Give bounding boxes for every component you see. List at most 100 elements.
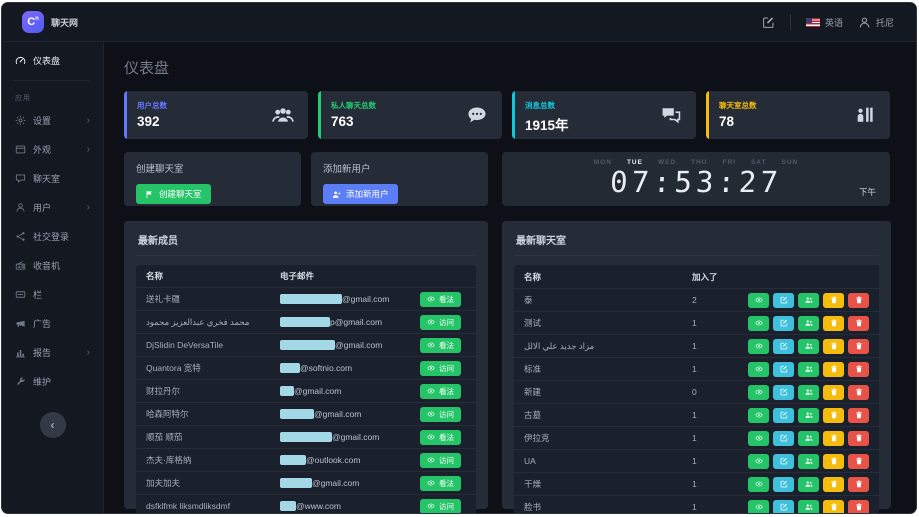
sidebar-item-聊天室[interactable]: 聊天室 [2, 164, 103, 193]
edit-button[interactable] [773, 453, 794, 469]
email-suffix: @gmail.com [332, 432, 380, 442]
sidebar-item-仪表盘[interactable]: 仪表盘 [2, 46, 103, 75]
delete-button[interactable] [848, 430, 869, 446]
member-actions: 看法 [410, 383, 476, 399]
delete-button[interactable] [848, 453, 869, 469]
edit-icon [780, 503, 788, 511]
clear-button[interactable] [823, 315, 844, 331]
language-selector[interactable]: 英语 [805, 16, 843, 29]
room-joined-count: 1 [692, 433, 697, 443]
sidebar-item-维护[interactable]: 维护 [2, 367, 103, 396]
share-icon [15, 231, 26, 242]
delete-button[interactable] [848, 338, 869, 354]
clock-day-THU: THU [691, 159, 708, 166]
edit-button[interactable] [773, 315, 794, 331]
redacted-email-bar [280, 432, 332, 442]
sidebar-collapse-button[interactable]: ‹ [39, 412, 66, 438]
clear-button[interactable] [823, 499, 844, 513]
view-button[interactable]: 访问 [420, 406, 461, 422]
view-button[interactable] [748, 292, 769, 308]
view-button[interactable]: 访问 [420, 452, 461, 468]
view-button[interactable] [748, 361, 769, 377]
trash-icon [830, 411, 838, 419]
sidebar-item-栏[interactable]: 栏 [2, 280, 103, 309]
members-button[interactable] [798, 453, 819, 469]
edit-button[interactable] [773, 476, 794, 492]
view-button[interactable] [748, 476, 769, 492]
delete-button[interactable] [848, 499, 869, 513]
members-button[interactable] [798, 292, 819, 308]
view-button[interactable]: 访问 [420, 360, 461, 376]
members-button[interactable] [798, 315, 819, 331]
latest-members-card: 最新成员 名称 电子邮件 送礼卡疆 @gmail.com 看法 محمد فخري ع… [124, 221, 488, 513]
view-button[interactable] [748, 338, 769, 354]
view-button[interactable]: 看法 [420, 337, 461, 353]
brand[interactable]: C n 聊天网 [2, 3, 104, 41]
edit-button[interactable] [773, 499, 794, 513]
view-button[interactable]: 访问 [420, 314, 461, 330]
compose-icon[interactable] [762, 16, 775, 29]
add-user-button[interactable]: 添加新用户 [323, 184, 398, 204]
members-button[interactable] [798, 384, 819, 400]
view-button[interactable]: 看法 [420, 291, 461, 307]
member-email: @softnio.com [270, 363, 410, 373]
clear-button[interactable] [823, 338, 844, 354]
edit-button[interactable] [773, 430, 794, 446]
view-button[interactable] [748, 430, 769, 446]
sidebar-item-广告[interactable]: 广告 [2, 309, 103, 338]
edit-button[interactable] [773, 338, 794, 354]
rooms-col-name: 名称 [524, 271, 542, 282]
view-button[interactable] [748, 384, 769, 400]
delete-button[interactable] [848, 476, 869, 492]
members-button[interactable] [798, 499, 819, 513]
members-button[interactable] [798, 407, 819, 423]
view-button[interactable]: 访问 [420, 498, 461, 513]
latest-chatrooms-title: 最新聊天室 [514, 230, 879, 256]
view-button[interactable]: 看法 [420, 475, 461, 491]
view-button-label: 访问 [439, 455, 454, 465]
clear-button[interactable] [823, 453, 844, 469]
view-button[interactable]: 看法 [420, 383, 461, 399]
create-chatroom-button[interactable]: 创建聊天室 [136, 184, 211, 204]
user-menu[interactable]: 托尼 [858, 16, 894, 29]
delete-button[interactable] [848, 292, 869, 308]
delete-button[interactable] [848, 315, 869, 331]
member-email: @gmail.com [270, 386, 410, 396]
members-button[interactable] [798, 338, 819, 354]
members-button[interactable] [798, 476, 819, 492]
clear-button[interactable] [823, 361, 844, 377]
members-button[interactable] [798, 361, 819, 377]
stat-card-消息总数: 消息总数 1915年 [512, 91, 696, 139]
sidebar-item-外观[interactable]: 外观 › [2, 135, 103, 164]
edit-button[interactable] [773, 361, 794, 377]
sidebar-item-用户[interactable]: 用户 › [2, 193, 103, 222]
delete-button[interactable] [848, 384, 869, 400]
chevron-right-icon: › [86, 114, 90, 126]
clear-button[interactable] [823, 430, 844, 446]
trash-icon [855, 319, 863, 327]
sidebar-item-报告[interactable]: 报告 › [2, 338, 103, 367]
sidebar-item-设置[interactable]: 设置 › [2, 106, 103, 135]
edit-button[interactable] [773, 407, 794, 423]
delete-button[interactable] [848, 407, 869, 423]
view-button[interactable]: 看法 [420, 429, 461, 445]
sidebar-item-社交登录[interactable]: 社交登录 [2, 222, 103, 251]
view-button[interactable] [748, 499, 769, 513]
dashboard-icon [15, 55, 26, 66]
edit-button[interactable] [773, 292, 794, 308]
view-button[interactable] [748, 407, 769, 423]
members-button[interactable] [798, 430, 819, 446]
clear-button[interactable] [823, 384, 844, 400]
sidebar-item-收音机[interactable]: 收音机 [2, 251, 103, 280]
clear-button[interactable] [823, 476, 844, 492]
clear-button[interactable] [823, 292, 844, 308]
table-row: 顺茄 顺茄 @gmail.com 看法 [136, 425, 476, 448]
edit-button[interactable] [773, 384, 794, 400]
clear-button[interactable] [823, 407, 844, 423]
delete-button[interactable] [848, 361, 869, 377]
view-button[interactable] [748, 315, 769, 331]
view-button[interactable] [748, 453, 769, 469]
members-table: 名称 电子邮件 送礼卡疆 @gmail.com 看法 محمد فخري عبدالع… [136, 265, 476, 513]
table-row: 干燥 1 [514, 472, 879, 495]
